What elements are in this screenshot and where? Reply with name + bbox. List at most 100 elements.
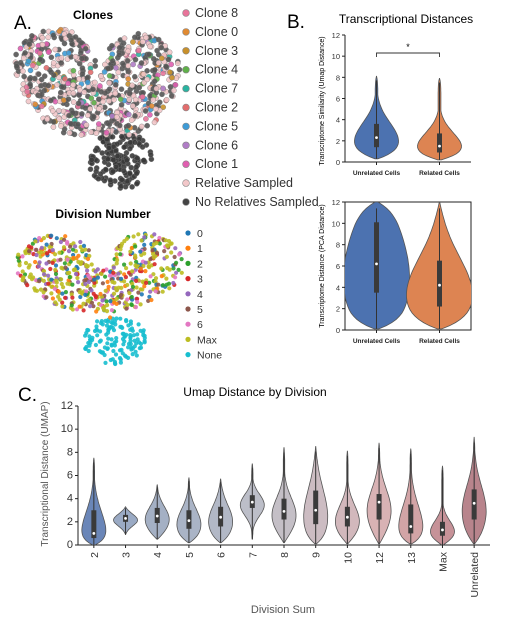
division-point [159,266,164,271]
division-point [118,316,123,321]
division-point [130,352,135,357]
clones-point [124,178,131,185]
division-point [16,258,21,263]
clones-point [160,104,166,110]
clones-point [70,67,77,74]
clones-point [37,56,44,63]
clones-point [121,35,128,42]
clones-point [116,44,123,51]
clones-point [126,96,132,103]
division-point [105,279,110,284]
violin-chart-umap: Transcriptional Distances Transcriptome … [319,12,473,177]
clones-point [66,50,72,56]
clones-point [109,134,116,140]
division-point [114,336,119,341]
clones-point [117,96,124,102]
division-point [106,336,111,341]
division-point [83,281,88,287]
clones-scatter-title: Clones [73,8,113,22]
chart-0-ytick-label: 6 [336,95,340,104]
division-point [111,328,117,333]
clones-point [144,68,150,74]
division-point [59,277,64,282]
division-point [86,248,91,253]
clones-point [174,60,181,67]
chart-division-xlabel: Division Sum [251,604,315,616]
division-point [59,281,64,287]
division-point [83,263,89,268]
clones-legend-label-0: Clone 8 [195,6,238,20]
division-point [88,275,93,281]
chart-1-ytick-label: 8 [336,241,340,250]
chart-2-box-7 [313,490,319,525]
division-point [128,335,133,341]
division-point [109,337,114,342]
division-point [128,327,133,332]
chart-0-ytick-label: 10 [332,52,340,61]
division-point [139,292,144,297]
clones-point [91,113,97,120]
division-point [167,286,172,291]
clones-point [58,84,65,90]
chart-umap-title: Transcriptional Distances [339,12,473,26]
chart-2-category-label-9: 12 [374,552,386,564]
clones-point [56,116,63,122]
clones-point [102,166,109,173]
division-point [98,338,103,343]
division-point [68,259,73,264]
clones-point [127,170,133,177]
division-point [61,245,67,250]
division-point [95,333,100,338]
division-point [66,249,72,254]
division-point [77,304,82,309]
division-point [100,281,105,286]
clones-point [107,177,114,183]
clones-point [116,52,123,58]
division-point [152,232,157,237]
chart-2-category-label-1: 3 [121,552,133,558]
chart-2-category-label-0: 2 [89,552,101,558]
clones-point [37,50,43,56]
division-point [133,305,138,310]
division-point [33,259,38,265]
clones-point [127,139,133,146]
division-point [84,289,89,294]
division-point [122,262,127,267]
clones-point [144,76,150,83]
chart-2-ytick-label: 8 [67,446,73,458]
chart-0-ytick-label: 8 [336,73,340,82]
clones-point [45,49,52,56]
chart-1-median-1 [438,283,441,287]
division-point [163,238,168,243]
division-point [103,360,108,365]
clones-point [146,51,152,58]
clones-point [113,82,119,88]
clones-point [118,183,124,190]
division-legend-label-2: 2 [197,258,203,270]
division-point [142,340,147,345]
division-point [49,277,54,282]
division-point [34,252,39,258]
clones-point [91,99,97,106]
division-point [142,235,147,240]
clones-point [130,61,136,68]
division-point [134,285,139,290]
clones-point [98,73,104,80]
division-point [179,270,184,275]
chart-0-box-1 [437,133,442,153]
chart-0-category-label-0: Unrelated Cells [353,170,401,177]
division-legend-label-5: 5 [197,304,203,316]
division-point [91,291,96,296]
clones-point [82,45,89,52]
division-point [49,233,54,238]
division-point [162,249,167,254]
clones-legend-swatch-10 [182,198,190,206]
clones-point [39,103,45,110]
chart-2-category-label-12: Unrelated [469,552,481,598]
clones-point [147,152,154,158]
clones-point [21,73,27,80]
division-scatter-title: Division Number [55,207,151,221]
clones-point [153,85,160,92]
division-point [138,328,143,333]
